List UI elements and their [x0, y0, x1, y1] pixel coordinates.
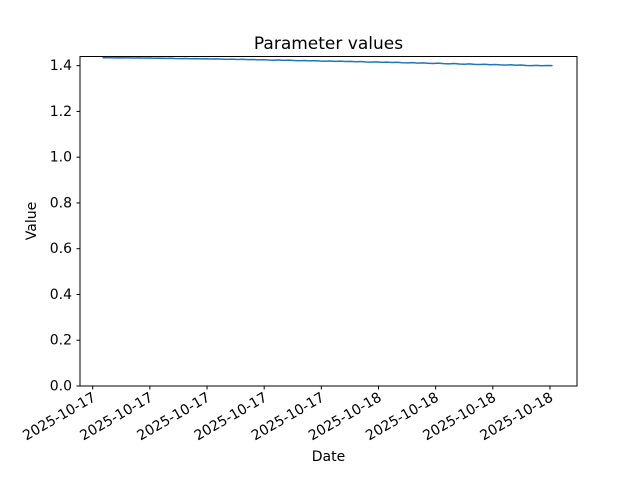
x-axis-label: Date: [312, 449, 345, 465]
y-tick-label: 0.6: [50, 241, 72, 257]
y-tick-label: 0.4: [50, 287, 72, 303]
y-tick-label: 1.0: [50, 150, 72, 166]
y-tick-label: 1.4: [50, 58, 72, 74]
y-tick-label: 0.8: [50, 195, 72, 211]
parameter-line: [102, 56, 553, 67]
plot-area: [79, 56, 578, 387]
y-axis-label: Value: [24, 202, 40, 240]
data-series: [102, 56, 553, 67]
x-axis: 2025-10-172025-10-172025-10-172025-10-17…: [20, 386, 556, 444]
y-tick-label: 0.0: [50, 379, 72, 395]
chart-title: Parameter values: [254, 34, 403, 54]
y-tick-label: 1.2: [50, 104, 72, 120]
y-axis: 0.0 0.2 0.4 0.6 0.8 1.0 1.2 1.4: [50, 58, 80, 395]
y-tick-label: 0.2: [50, 333, 72, 349]
